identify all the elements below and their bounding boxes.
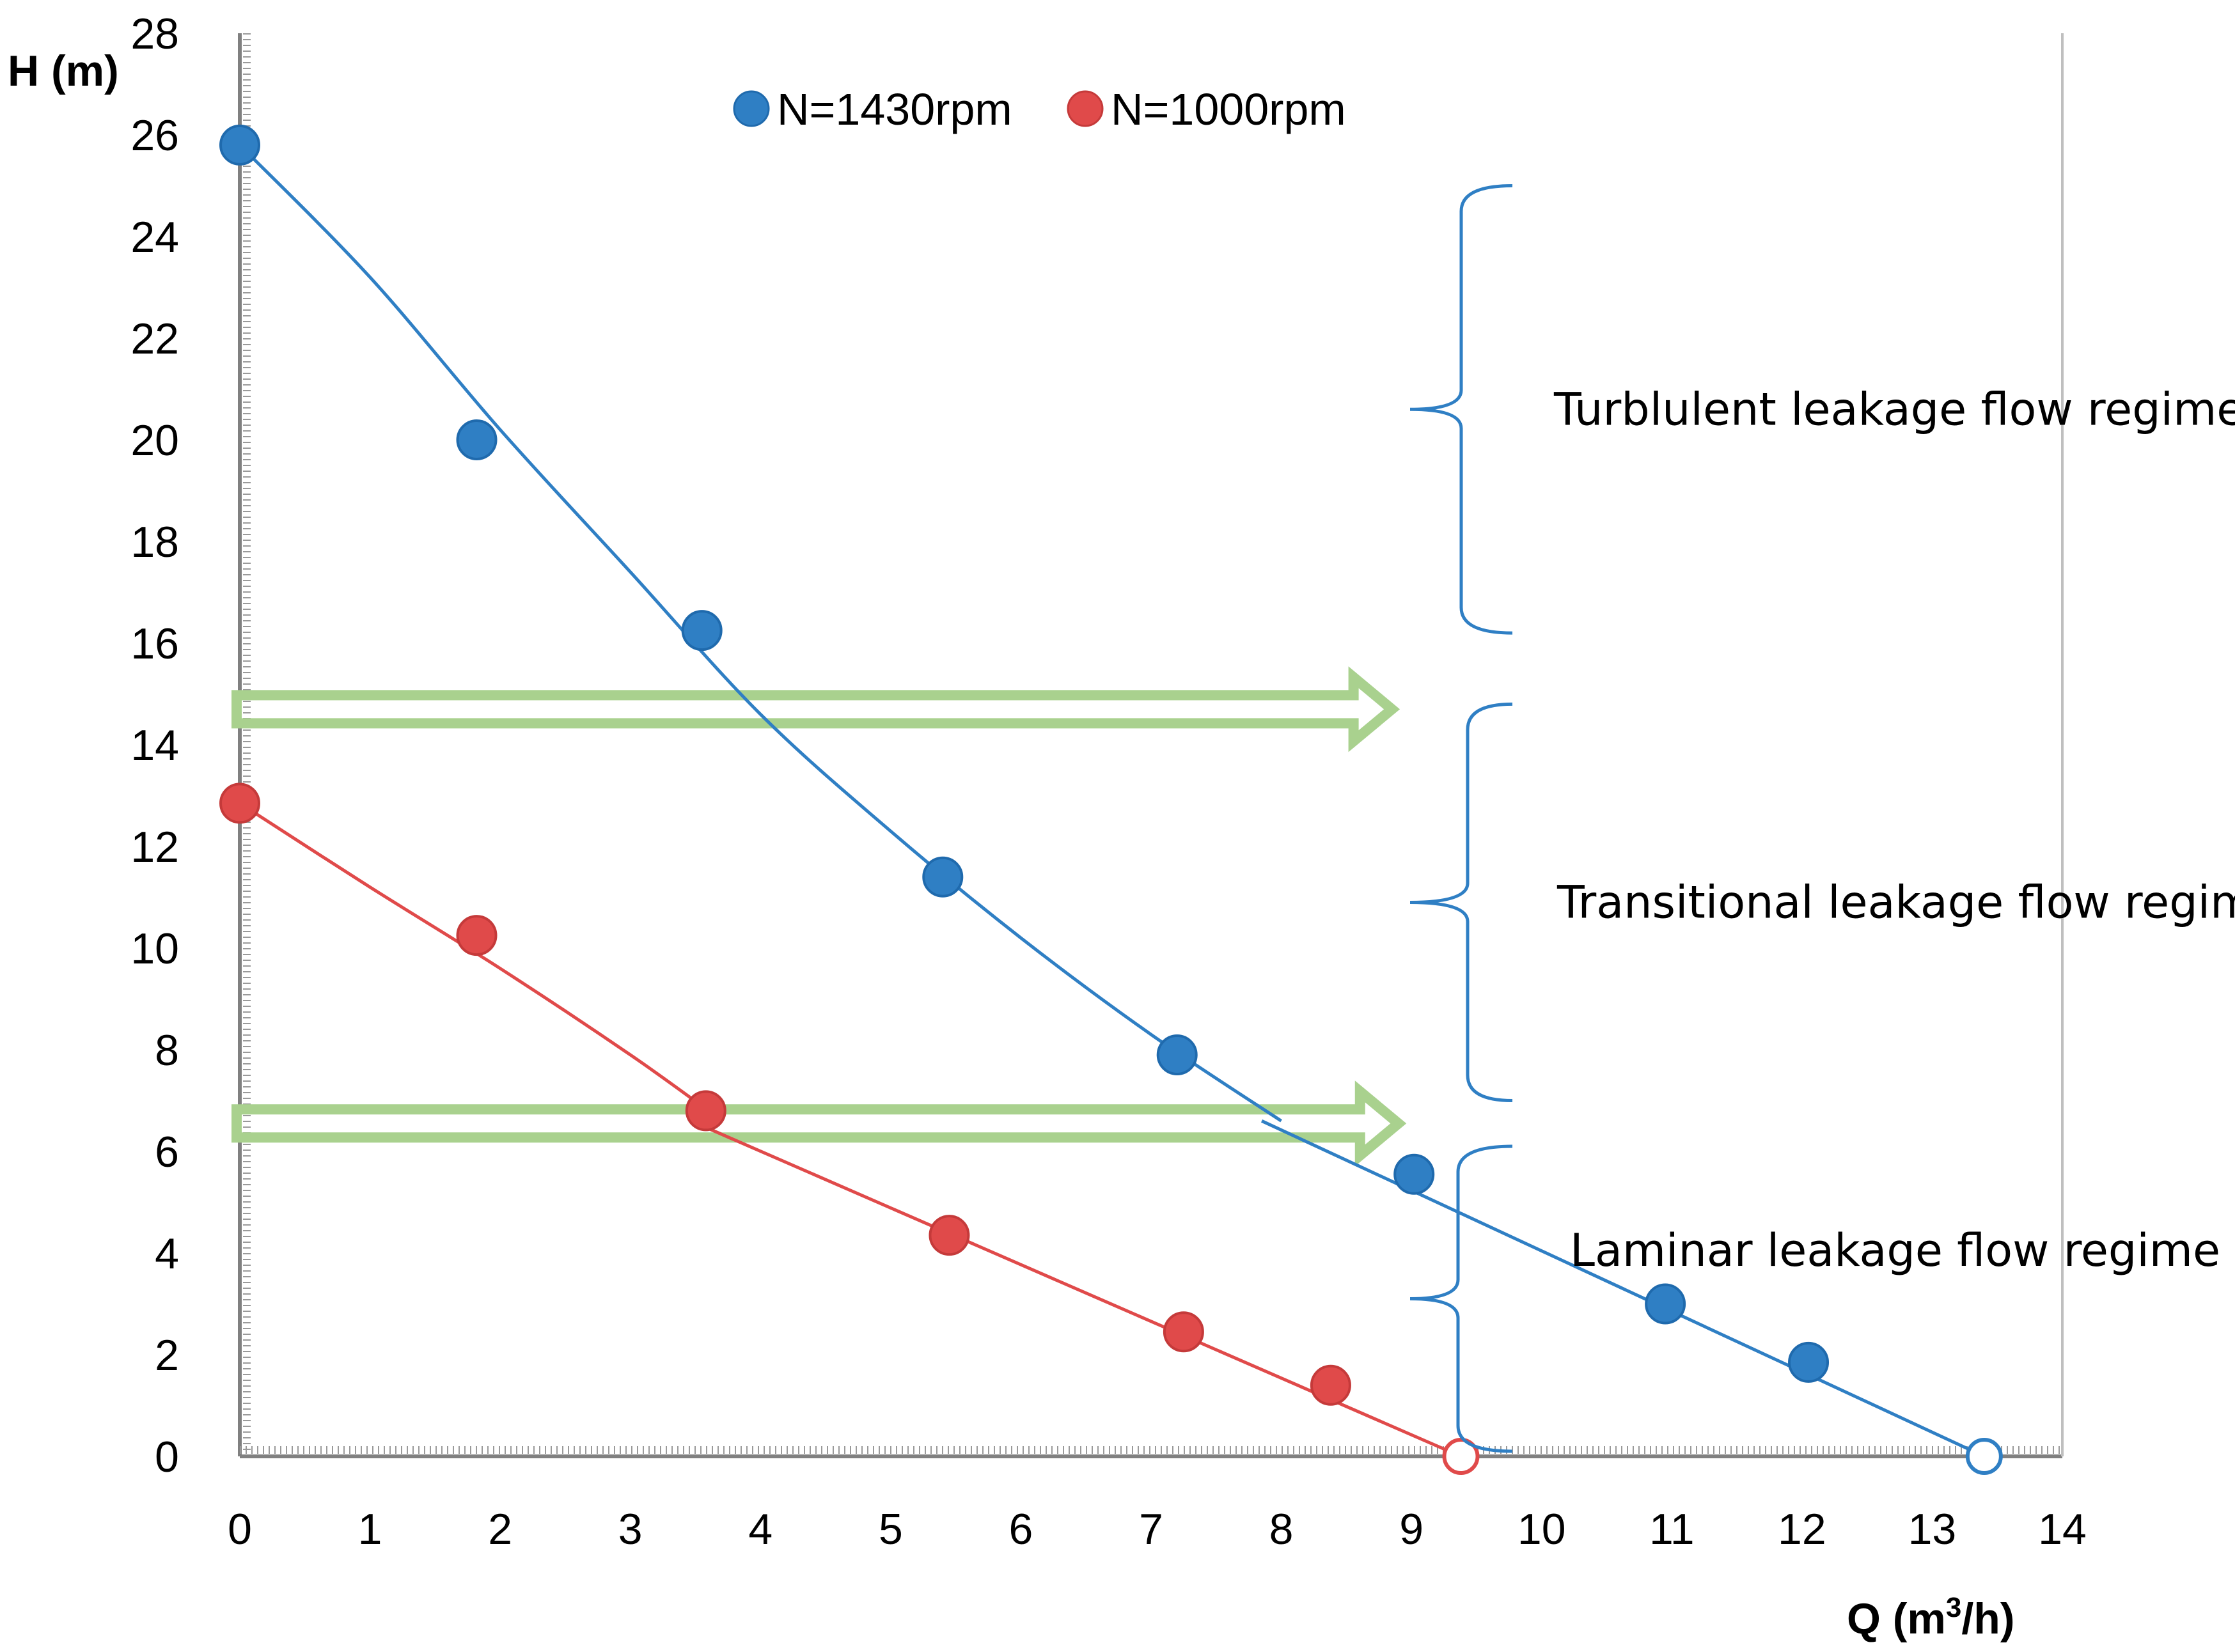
x-tick-label: 8 [1269, 1505, 1294, 1554]
data-point [1156, 1034, 1198, 1075]
y-tick-label: 0 [155, 1433, 179, 1481]
data-point [1163, 1311, 1204, 1353]
data-markers [219, 124, 2003, 1475]
data-point [456, 419, 498, 460]
legend-label-n1000: N=1000rpm [1111, 84, 1346, 134]
x-tick-label: 12 [1778, 1505, 1826, 1554]
x-tick-labels: 0 1 2 3 4 5 6 7 8 9 10 11 12 13 14 [228, 1505, 2087, 1554]
series-curve-lower [1260, 1119, 1985, 1458]
x-tick-label: 5 [879, 1505, 903, 1554]
regime-boundary-arrows [231, 666, 1407, 1167]
x-tick-label: 9 [1399, 1505, 1423, 1554]
y-tick-label: 6 [155, 1128, 179, 1176]
x-tick-label: 10 [1517, 1505, 1566, 1554]
regime-label: Transitional leakage flow regime [1557, 876, 2235, 928]
x-tick-label: 11 [1649, 1505, 1695, 1554]
y-tick-label: 12 [130, 823, 179, 871]
series-curve-upper [239, 802, 710, 1112]
data-point [219, 124, 260, 166]
y-tick-label: 10 [130, 924, 179, 973]
regime-label: Turblulent leakage flow regime [1553, 383, 2235, 435]
legend: N=1430rpm N=1000rpm [733, 84, 1346, 134]
data-point [456, 915, 498, 956]
open-data-point [1965, 1438, 2003, 1475]
x-tick-label: 3 [618, 1505, 643, 1554]
series-curve-upper [239, 144, 1282, 1123]
y-tick-label: 18 [130, 518, 179, 566]
open-data-point [1442, 1438, 1480, 1475]
regime-brace [1409, 184, 1513, 635]
data-point [922, 856, 964, 898]
x-axis-title-base: Q (m [1847, 1594, 1946, 1643]
plot-frame [238, 33, 2064, 1458]
legend-marker-n1430 [733, 90, 770, 127]
boundary-arrow [231, 666, 1400, 752]
series-curve-lower [707, 1126, 1462, 1458]
y-tick-label: 8 [155, 1026, 179, 1075]
y-tick-label: 2 [155, 1331, 179, 1380]
y-tick-label: 26 [130, 111, 179, 160]
regime-brace [1409, 1144, 1513, 1453]
x-tick-label: 4 [748, 1505, 772, 1554]
data-point [1310, 1364, 1351, 1406]
y-tick-label: 24 [130, 213, 179, 261]
data-point [929, 1215, 970, 1256]
x-axis-title-tail: /h) [1961, 1594, 2014, 1643]
x-tick-label: 7 [1139, 1505, 1163, 1554]
data-point [219, 783, 260, 824]
x-tick-label: 6 [1009, 1505, 1033, 1554]
boundary-arrow [231, 1080, 1407, 1167]
data-point [681, 610, 723, 651]
y-axis-title: H (m) [8, 47, 119, 95]
legend-label-n1430: N=1430rpm [777, 84, 1012, 134]
x-axis-title-sup: 3 [1946, 1592, 1961, 1623]
regime-label: Laminar leakage flow regime [1570, 1224, 2220, 1277]
regime-brace [1409, 702, 1513, 1102]
x-tick-label: 1 [358, 1505, 382, 1554]
x-tick-label: 2 [488, 1505, 512, 1554]
legend-marker-n1000 [1067, 90, 1104, 127]
regime-braces: Turblulent leakage flow regime Transition… [1409, 184, 2235, 1453]
x-tick-label: 13 [1908, 1505, 1957, 1554]
x-tick-label: 0 [228, 1505, 252, 1554]
y-tick-label: 16 [130, 620, 179, 668]
y-tick-label: 14 [130, 721, 179, 770]
y-tick-label: 20 [130, 416, 179, 465]
y-tick-label: 28 [130, 10, 179, 58]
y-tick-label: 22 [130, 315, 179, 363]
data-point [685, 1090, 726, 1132]
data-point [1645, 1283, 1686, 1325]
y-tick-label: 4 [155, 1229, 179, 1278]
data-point [1788, 1341, 1830, 1383]
x-tick-label: 14 [2038, 1505, 2087, 1554]
data-point [1393, 1153, 1435, 1195]
x-axis-title: Q (m3/h) [1847, 1592, 2014, 1643]
